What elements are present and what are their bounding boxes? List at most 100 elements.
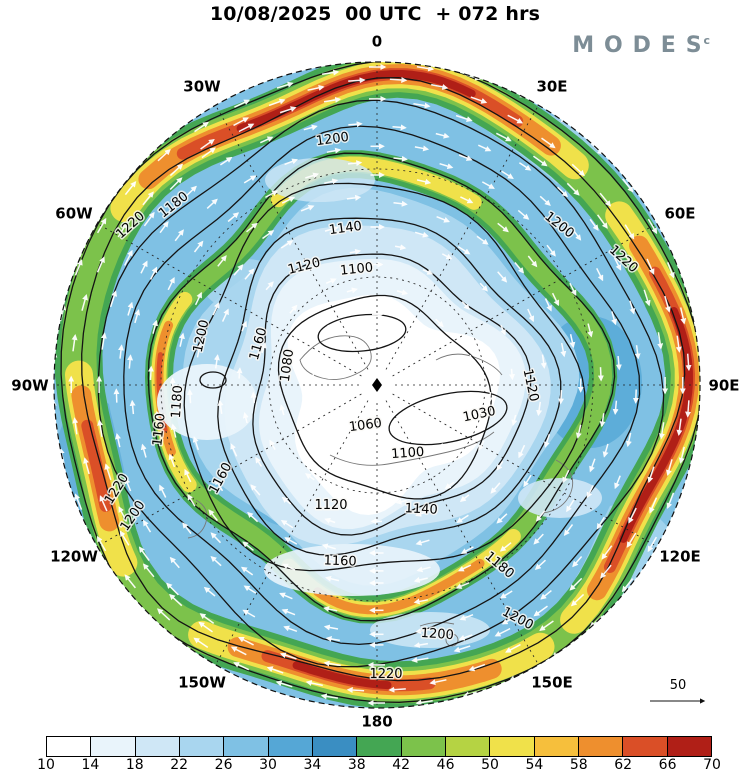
wind-arrow <box>666 492 675 510</box>
wind-arrow <box>259 136 274 144</box>
wind-arrow <box>392 124 407 131</box>
wind-arrow <box>621 578 634 593</box>
colorbar-tick-label: 10 <box>37 757 55 773</box>
wind-arrow <box>613 257 622 271</box>
wind-arrow <box>244 268 255 280</box>
wind-arrow <box>455 114 473 122</box>
wind-arrow <box>321 69 340 76</box>
wind-arrow <box>563 524 574 537</box>
wind-arrow <box>325 636 340 642</box>
wind-arrow <box>174 229 184 242</box>
wind-arrow <box>596 516 605 530</box>
jet-band <box>236 70 476 133</box>
wind-arrow <box>597 367 604 382</box>
wind-arrow <box>142 563 155 578</box>
page-title: 10/08/2025 00 UTC + 072 hrs <box>209 3 541 25</box>
wind-arrow <box>152 319 159 334</box>
colorbar-tick-label: 62 <box>614 757 633 773</box>
wind-arrow <box>414 145 430 152</box>
wind-arrow <box>657 332 664 350</box>
wind-arrow <box>324 556 339 562</box>
wind-arrow <box>325 575 340 582</box>
wind-arrow <box>685 400 692 418</box>
wind-arrow <box>167 276 175 291</box>
wind-arrow <box>416 566 431 573</box>
wind-arrow <box>321 543 336 550</box>
wind-arrow <box>540 590 552 600</box>
wind-arrow <box>208 509 218 522</box>
wind-arrow <box>326 147 342 154</box>
coastline <box>542 459 574 514</box>
contour-label: 1160 <box>323 553 357 569</box>
wind-arrow <box>416 65 435 72</box>
wind-arrow <box>625 432 632 448</box>
longitude-label: 30W <box>183 78 221 96</box>
wind-arrow <box>282 563 296 571</box>
wind-arrow <box>323 660 341 667</box>
wind-arrow <box>305 473 315 481</box>
wind-arrow <box>280 240 294 249</box>
wind-arrow <box>346 287 358 294</box>
wind-arrow <box>523 474 532 488</box>
wind-arrow <box>349 248 362 255</box>
wind-arrow <box>501 616 515 625</box>
wind-arrow <box>396 289 409 296</box>
wind-arrow <box>169 556 180 569</box>
wind-arrow <box>305 680 323 687</box>
wind-arrow <box>310 367 317 379</box>
colorbar-cell <box>311 736 357 757</box>
wind-arrow <box>124 477 132 492</box>
wind-arrow <box>422 269 434 275</box>
wind-arrow <box>466 404 473 417</box>
wind-arrow <box>74 259 83 276</box>
field-patch <box>265 158 375 202</box>
wind-arrow <box>495 132 512 142</box>
wind-arrow <box>310 442 319 452</box>
wind-arrow <box>413 598 428 605</box>
wind-arrow <box>479 282 488 292</box>
wind-arrow <box>168 453 176 468</box>
wind-arrow <box>499 542 512 552</box>
wind-arrow <box>246 222 258 233</box>
wind-arrow <box>415 511 427 517</box>
wind-arrow <box>505 643 521 653</box>
wind-arrow <box>496 460 504 471</box>
contour-label: 1200 <box>315 130 350 149</box>
wind-arrow <box>596 267 604 282</box>
wind-arrow <box>284 537 298 545</box>
wind-arrow <box>262 230 275 240</box>
wind-arrow <box>457 245 471 255</box>
wind-arrow <box>494 627 511 637</box>
wind-arrow <box>275 680 293 688</box>
wind-arrow <box>459 494 470 502</box>
wind-arrow <box>325 278 337 284</box>
wind-arrow <box>217 255 227 267</box>
wind-arrow <box>281 496 292 505</box>
wind-arrow <box>518 162 532 171</box>
wind-arrow <box>265 190 279 199</box>
colorbar-cell <box>90 736 135 757</box>
wind-arrow <box>500 324 506 336</box>
wind-arrow <box>539 620 554 632</box>
height-contour <box>199 371 227 389</box>
wind-arrow <box>527 255 538 268</box>
wind-arrow <box>415 699 433 706</box>
jet-band <box>313 558 485 615</box>
wind-arrow <box>460 546 474 554</box>
wind-arrow <box>456 514 469 523</box>
wind-arrow <box>518 444 526 459</box>
wind-arrow <box>166 582 179 596</box>
wind-arrow <box>468 354 475 366</box>
wind-arrow <box>348 121 363 128</box>
wind-arrow <box>305 259 317 266</box>
wind-arrow <box>347 160 363 167</box>
wind-arrow <box>217 399 224 415</box>
reference-vector-label: 50 <box>670 678 687 693</box>
colorbar-cell <box>134 736 179 757</box>
height-contour <box>183 182 586 572</box>
wind-arrow <box>624 224 635 240</box>
wind-arrow <box>459 614 474 621</box>
wind-arrow <box>535 510 546 522</box>
wind-arrow <box>626 532 637 548</box>
wind-arrow <box>614 475 621 490</box>
